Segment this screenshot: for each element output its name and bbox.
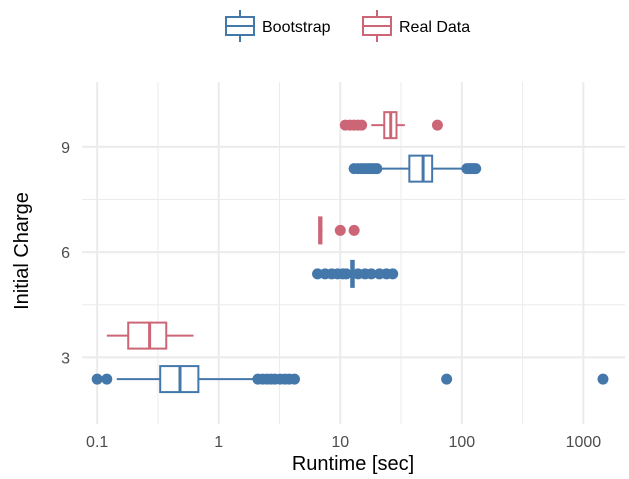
outlier-point xyxy=(101,373,113,385)
outlier-point xyxy=(470,163,482,175)
legend: Bootstrap Real Data xyxy=(225,10,470,42)
grid-lines xyxy=(82,82,625,424)
x-tick-label: 1000 xyxy=(566,434,602,451)
series-bootstrap xyxy=(91,154,609,394)
outlier-point xyxy=(387,268,399,280)
box xyxy=(312,259,399,288)
outlier-point xyxy=(356,119,368,131)
outlier-point xyxy=(597,373,609,385)
box xyxy=(339,111,443,140)
outlier-point xyxy=(334,224,346,236)
y-axis-ticks: 3 6 9 xyxy=(61,140,70,367)
legend-item-real-data: Real Data xyxy=(362,10,470,42)
outlier-point xyxy=(441,373,453,385)
outlier-point xyxy=(431,119,443,131)
outlier-point xyxy=(348,224,360,236)
x-tick-label: 0.1 xyxy=(86,434,108,451)
box-iqr xyxy=(127,321,168,350)
outlier-point xyxy=(371,163,383,175)
y-tick-label: 9 xyxy=(61,140,70,157)
x-axis-ticks: 0.1 1 10 100 1000 xyxy=(86,434,601,451)
box-iqr xyxy=(408,154,434,183)
outlier-point xyxy=(365,268,377,280)
box xyxy=(318,216,360,245)
legend-item-bootstrap: Bootstrap xyxy=(225,10,331,42)
series-real-data xyxy=(106,111,443,350)
outlier-point xyxy=(340,268,352,280)
x-tick-label: 10 xyxy=(331,434,349,451)
y-tick-label: 6 xyxy=(61,245,70,262)
y-axis-title: Initial Charge xyxy=(11,192,33,310)
y-tick-label: 3 xyxy=(61,350,70,367)
outlier-point xyxy=(288,373,300,385)
outlier-point xyxy=(91,373,103,385)
x-tick-label: 1 xyxy=(214,434,223,451)
x-axis-title: Runtime [sec] xyxy=(292,453,414,475)
plot-series xyxy=(91,111,609,394)
legend-label: Real Data xyxy=(399,19,470,36)
outlier-point xyxy=(312,268,324,280)
box xyxy=(348,154,482,183)
box xyxy=(106,321,194,350)
x-tick-label: 100 xyxy=(448,434,475,451)
legend-label: Bootstrap xyxy=(262,19,331,36)
box xyxy=(91,365,609,394)
